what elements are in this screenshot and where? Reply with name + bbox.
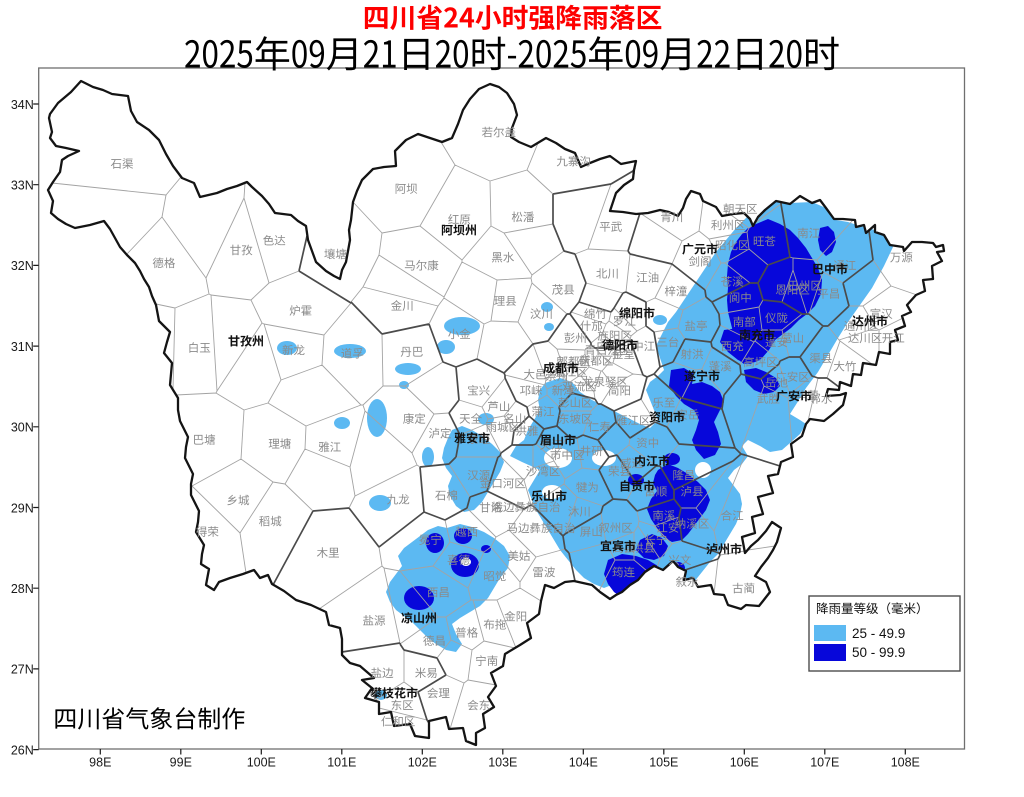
svg-text:99E: 99E	[170, 756, 192, 770]
svg-text:29N: 29N	[11, 501, 34, 515]
svg-text:98E: 98E	[89, 756, 111, 770]
svg-text:32N: 32N	[11, 259, 34, 273]
svg-text:31N: 31N	[11, 340, 34, 354]
svg-text:105E: 105E	[649, 756, 678, 770]
svg-text:28N: 28N	[11, 582, 34, 596]
svg-text:107E: 107E	[810, 756, 839, 770]
svg-text:25 - 49.9: 25 - 49.9	[852, 626, 905, 641]
svg-text:108E: 108E	[891, 756, 920, 770]
svg-text:50 - 99.9: 50 - 99.9	[852, 645, 905, 660]
svg-text:100E: 100E	[247, 756, 276, 770]
svg-text:106E: 106E	[730, 756, 759, 770]
svg-text:34N: 34N	[11, 98, 34, 112]
svg-text:104E: 104E	[569, 756, 598, 770]
svg-text:33N: 33N	[11, 179, 34, 193]
svg-text:102E: 102E	[408, 756, 437, 770]
svg-text:103E: 103E	[488, 756, 517, 770]
svg-text:27N: 27N	[11, 663, 34, 677]
svg-text:101E: 101E	[327, 756, 356, 770]
svg-text:26N: 26N	[11, 743, 34, 757]
svg-text:30N: 30N	[11, 421, 34, 435]
